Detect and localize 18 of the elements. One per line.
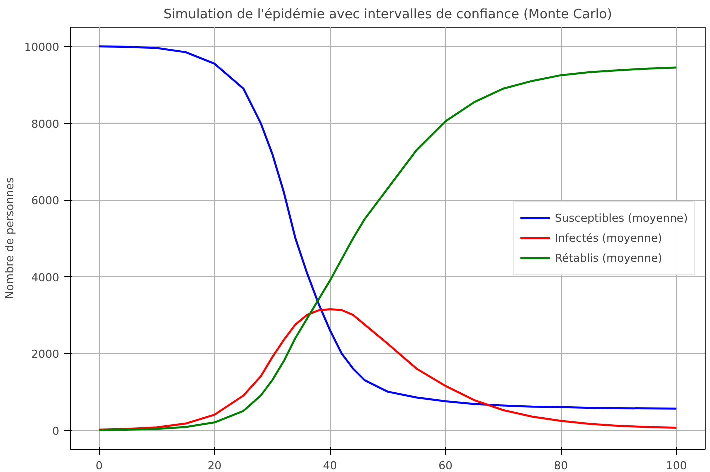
legend-label: Infectés (moyenne) [555,232,662,244]
y-tick-label: 4000 [32,271,60,284]
chart-title: Simulation de l'épidémie avec intervalles de confiance (Monte Carlo) [164,8,612,22]
line-series [98,308,678,431]
y-tick-label: 6000 [32,194,60,208]
y-tick-label: 0 [52,424,60,438]
y-axis-title: Nombre de personnes [4,177,17,300]
x-tick-label: 80 [554,460,568,472]
y-tick-label: 10000 [24,41,60,54]
legend-label: Susceptibles (moyenne) [555,212,688,224]
y-tick-label: 2000 [32,348,60,362]
x-tick-label: 100 [666,460,688,472]
legend-label: Rétablis (moyenne) [555,252,662,264]
x-tick-label: 40 [323,460,338,472]
x-tick-label: 0 [96,460,103,472]
x-tick-label: 20 [208,460,222,472]
x-tick-label: 60 [438,460,453,472]
y-tick-label: 8000 [32,118,60,131]
